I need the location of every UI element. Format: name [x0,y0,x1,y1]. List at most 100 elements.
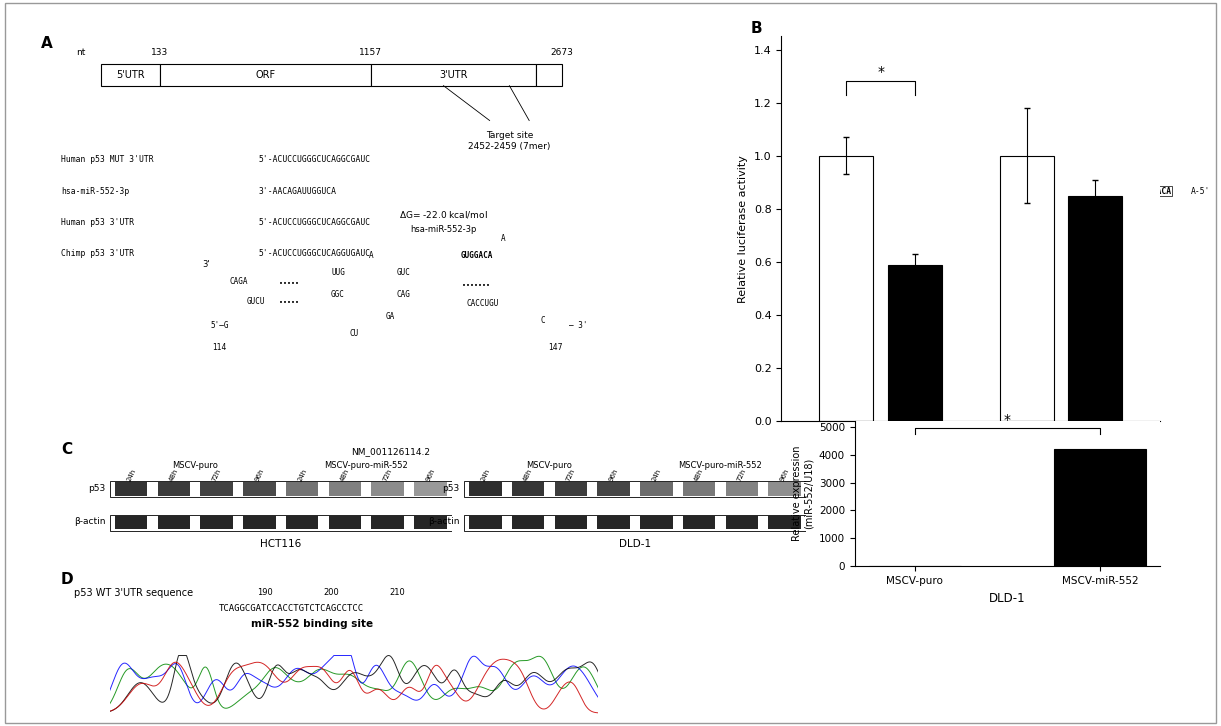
Text: Human p53 MUT 3'UTR: Human p53 MUT 3'UTR [61,155,154,164]
Text: 200: 200 [324,588,339,597]
Bar [888,264,941,421]
Bar [512,516,545,529]
Bar [725,516,758,529]
Text: C: C [61,441,72,457]
Bar [100,64,160,86]
Bar [819,155,873,421]
Bar [464,515,806,531]
Text: DLD-1: DLD-1 [619,539,651,550]
Text: β-actin: β-actin [74,517,106,526]
Bar [115,482,148,497]
Bar [115,516,148,529]
Text: CU: CU [350,330,359,338]
Text: 5'—G: 5'—G [210,321,228,330]
Legend: control, miR-552: control, miR-552 [901,450,1040,470]
Bar [200,516,233,529]
Text: 2673: 2673 [551,49,574,57]
Text: Human p53 3'UTR: Human p53 3'UTR [61,218,134,227]
Text: C: C [540,317,545,325]
Text: MSCV-puro: MSCV-puro [526,461,573,470]
Bar [597,482,630,497]
Bar [243,482,276,497]
Text: miR-552 binding site: miR-552 binding site [250,619,372,629]
Bar [554,482,587,497]
Text: 1157: 1157 [359,49,382,57]
Text: A-5': A-5' [1190,187,1210,195]
Text: •••••••: ••••••• [463,283,491,289]
Text: 3': 3' [203,260,210,269]
Bar [683,516,716,529]
Bar [464,481,806,497]
Text: MSCV-puro: MSCV-puro [172,461,219,470]
Text: NM_001126114.2: NM_001126114.2 [352,447,430,456]
Bar [110,481,452,497]
X-axis label: DLD-1: DLD-1 [989,592,1026,605]
Bar [371,64,536,86]
Bar [469,516,502,529]
Text: 3'-AACAGAUUGGUCA: 3'-AACAGAUUGGUCA [259,187,337,195]
Bar [160,64,371,86]
Bar [1000,155,1054,421]
Y-axis label: Relative expression
(miR-552/U18): Relative expression (miR-552/U18) [791,446,813,542]
Text: GGC: GGC [331,290,344,299]
Text: 96h: 96h [425,468,436,483]
Text: A: A [501,234,505,242]
Bar [328,482,361,497]
Bar [158,516,190,529]
Text: *: * [1004,412,1011,427]
Bar [1054,449,1147,566]
Text: CAG: CAG [397,290,410,299]
Text: p53: p53 [88,484,106,492]
Text: 48h: 48h [523,468,534,483]
Bar [640,516,673,529]
Text: •••••: ••••• [278,301,298,306]
Text: MSCV-puro-miR-552: MSCV-puro-miR-552 [325,461,408,470]
Bar [768,516,801,529]
Text: nt: nt [76,49,85,57]
Text: TCAGGCGATCCACCTGTCTCAGCCTCC: TCAGGCGATCCACCTGTCTCAGCCTCC [220,604,364,613]
Bar [200,482,233,497]
Bar [597,516,630,529]
Bar [371,482,404,497]
Y-axis label: Relative luciferase activity: Relative luciferase activity [739,155,748,303]
Text: D: D [61,572,73,587]
Text: A: A [42,36,53,51]
Bar [371,516,404,529]
Text: 133: 133 [151,49,168,57]
Text: 96h: 96h [779,468,790,483]
Text: A: A [369,251,374,260]
Text: hsa-miR-552-3p: hsa-miR-552-3p [410,225,476,234]
Text: 3'UTR: 3'UTR [440,70,468,80]
Text: 24h: 24h [480,468,491,483]
Text: 5'-ACUCCUGGGCUCAGGCGAUC: 5'-ACUCCUGGGCUCAGGCGAUC [259,218,371,227]
Text: hsa-miR-552-3p: hsa-miR-552-3p [61,187,129,195]
Bar [414,516,447,529]
Text: Target site
2452-2459 (7mer): Target site 2452-2459 (7mer) [468,131,551,151]
Text: UUG: UUG [331,269,344,277]
Text: 190: 190 [258,588,274,597]
Text: Chimp p53 3'UTR: Chimp p53 3'UTR [61,249,134,258]
Text: GUGGACA: GUGGACA [460,251,492,260]
Text: GA: GA [386,312,396,321]
Bar [640,482,673,497]
Text: MSCV-puro-miR-552: MSCV-puro-miR-552 [679,461,762,470]
Text: HCT116: HCT116 [260,539,302,550]
Text: 210: 210 [389,588,405,597]
Bar [536,64,562,86]
Text: 48h: 48h [339,468,350,483]
Bar [328,516,361,529]
Text: 5'UTR: 5'UTR [116,70,144,80]
Text: GUGGACA: GUGGACA [1138,187,1172,195]
Bar [243,516,276,529]
Text: 72h: 72h [211,468,222,483]
Bar [512,482,545,497]
Text: 5'-ACUCCUGGGCUCAGGCGAUC: 5'-ACUCCUGGGCUCAGGCGAUC [259,155,371,164]
Text: 72h: 72h [382,468,393,483]
Bar [554,516,587,529]
Bar [414,482,447,497]
Bar [469,482,502,497]
Text: 114: 114 [212,343,226,351]
Text: CACCUGU: CACCUGU [466,299,499,308]
Text: 72h: 72h [736,468,747,483]
Text: CAGA: CAGA [230,277,248,286]
